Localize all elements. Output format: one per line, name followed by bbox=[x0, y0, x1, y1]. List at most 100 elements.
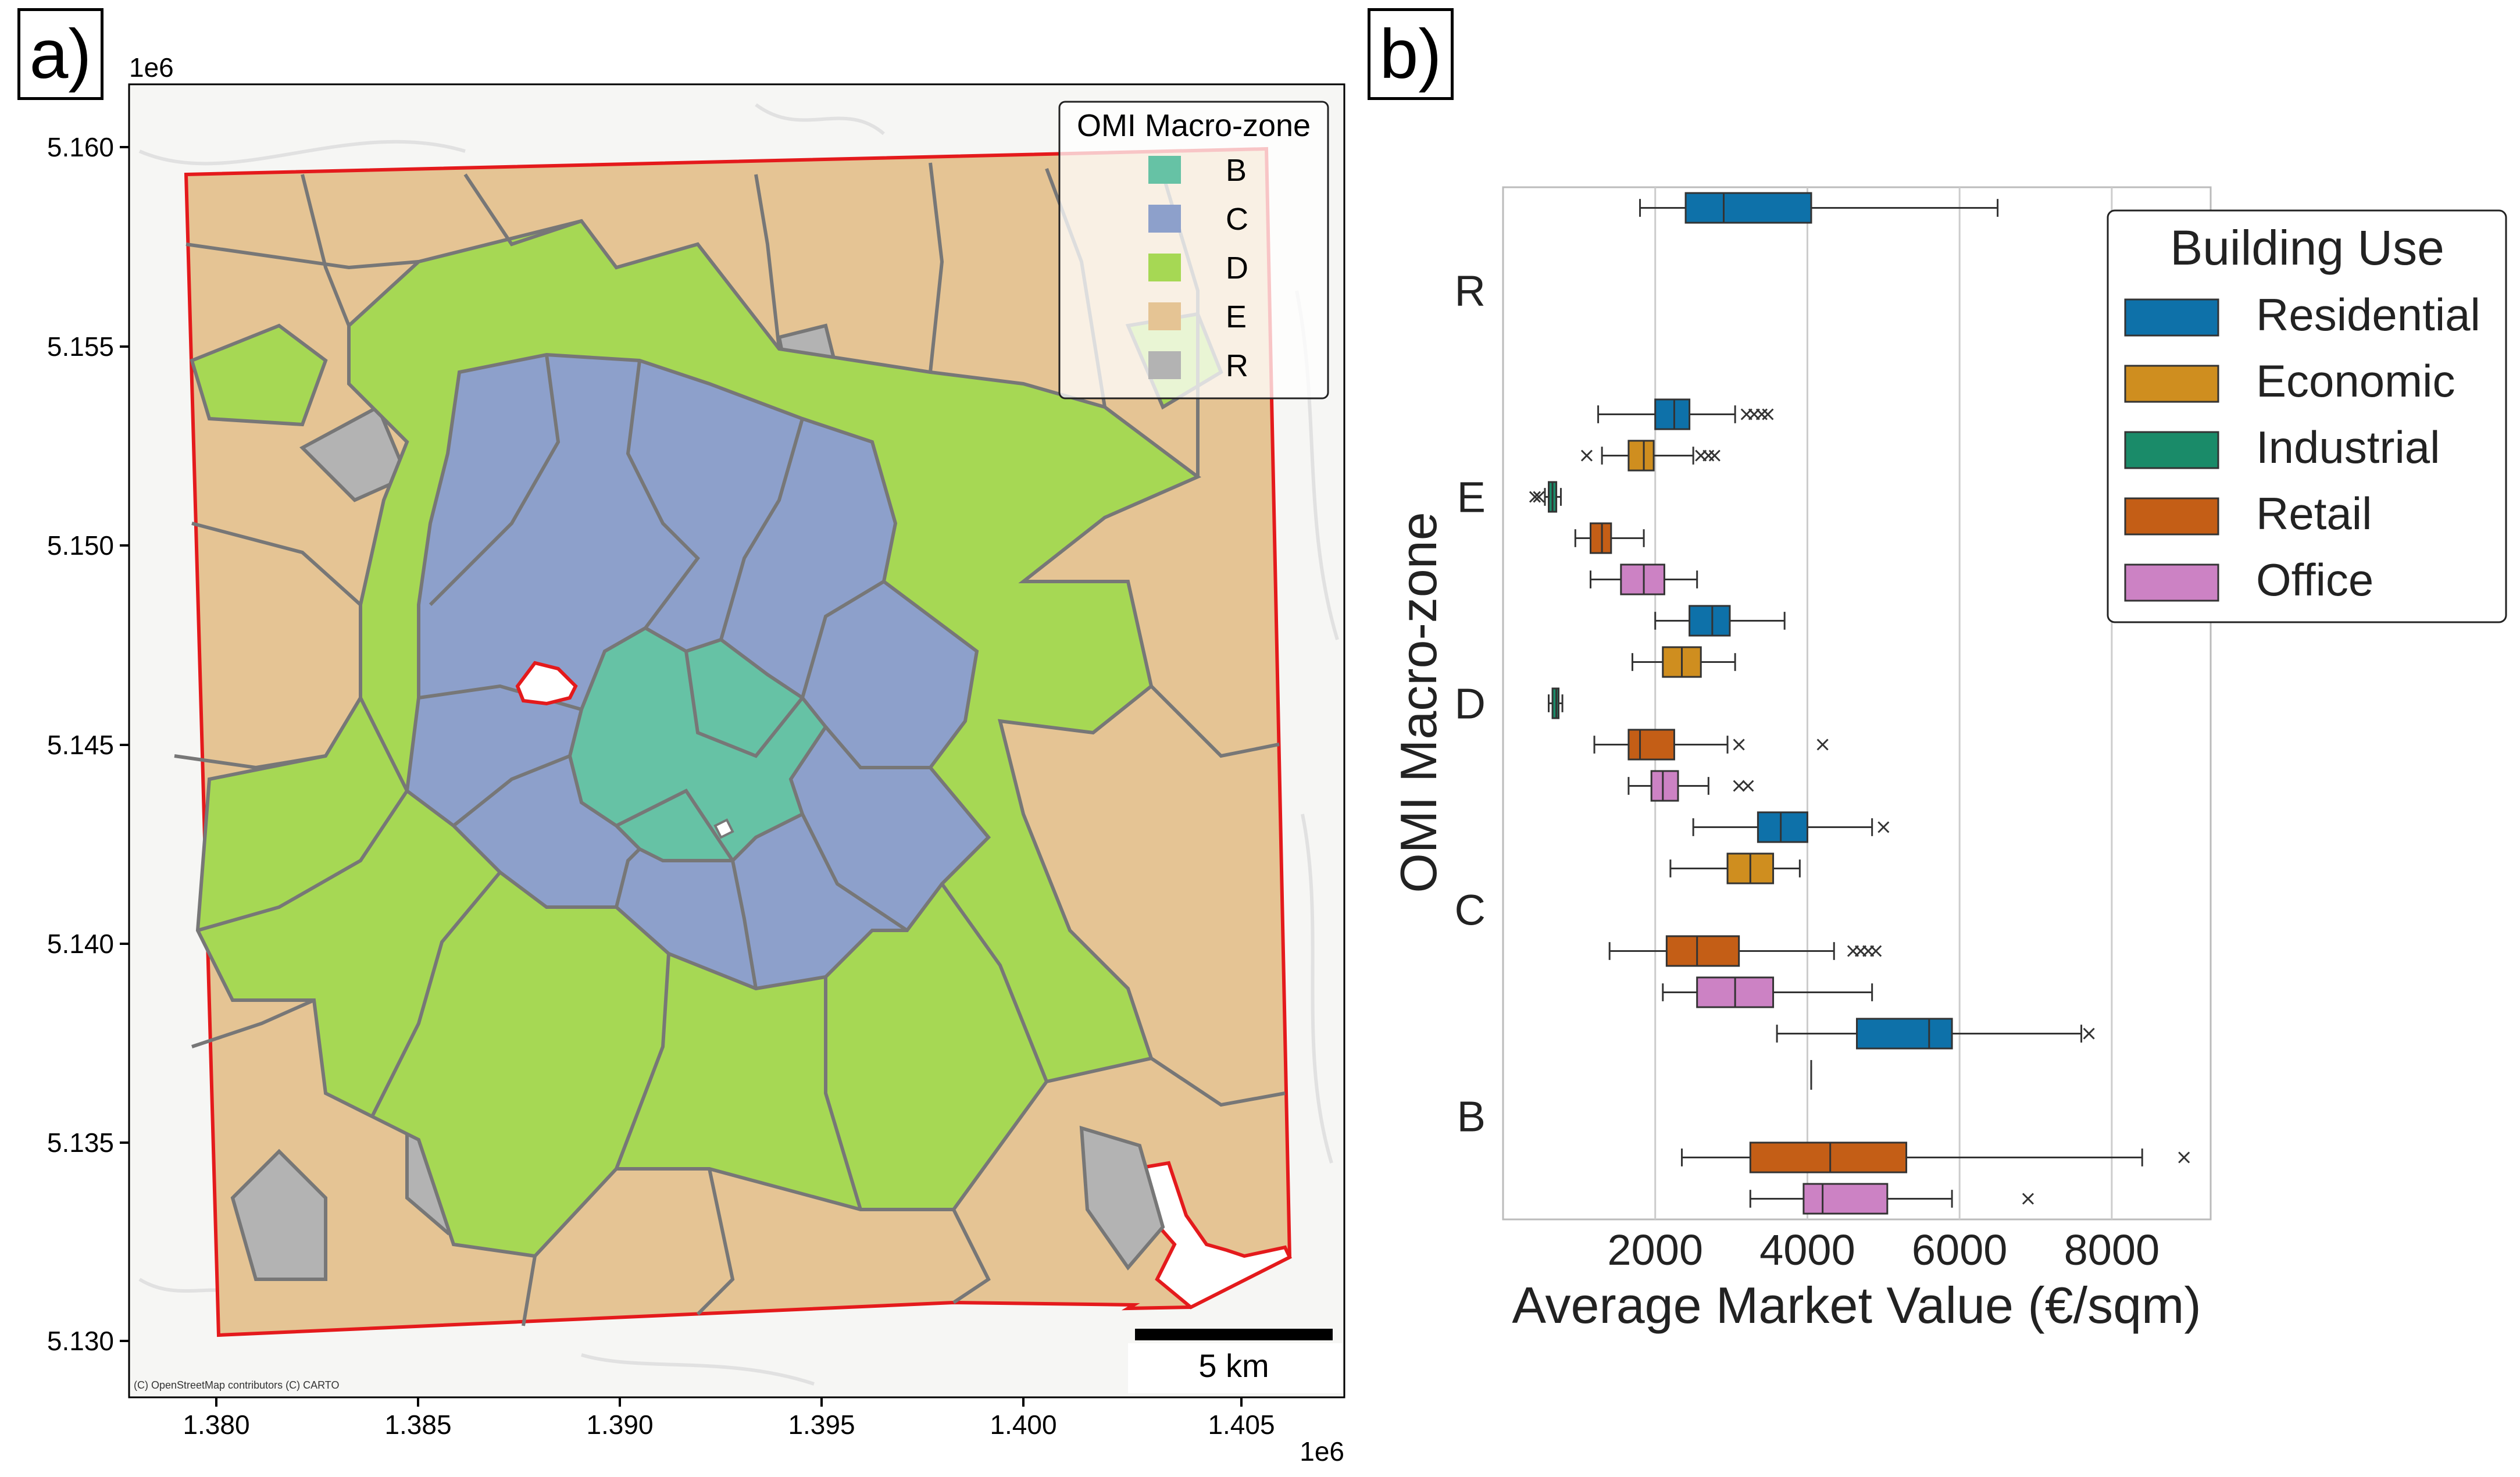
map-x-tick: 1.380 bbox=[183, 1410, 249, 1440]
legend-swatch-e bbox=[1148, 302, 1181, 330]
map-attribution: (C) OpenStreetMap contributors (C) CARTO bbox=[134, 1379, 339, 1391]
flier-marker bbox=[1702, 449, 1715, 462]
legend-swatch-b bbox=[1148, 156, 1181, 184]
box-iqr bbox=[1757, 811, 1808, 843]
flier-marker bbox=[1816, 738, 1829, 751]
chart-legend-title: Building Use bbox=[2170, 220, 2444, 275]
x-tick-label: 2000 bbox=[1607, 1226, 1703, 1274]
y-tick-label: E bbox=[1457, 473, 1486, 522]
box-c-economic bbox=[1669, 852, 1801, 884]
map-y-tick: 5.160 bbox=[47, 132, 114, 162]
box-iqr bbox=[1696, 976, 1775, 1008]
map-legend-label: R bbox=[1226, 348, 1248, 383]
box-d-economic bbox=[1631, 646, 1736, 678]
box-e-retail bbox=[1574, 522, 1645, 554]
box-iqr bbox=[1627, 440, 1655, 472]
map-y-tick: 5.130 bbox=[47, 1326, 114, 1356]
box-c-residential bbox=[1692, 811, 1890, 843]
flier-marker bbox=[1580, 449, 1593, 462]
box-c-office bbox=[1662, 976, 1873, 1008]
legend-swatch-r bbox=[1148, 351, 1181, 379]
flier-marker bbox=[1755, 408, 1768, 420]
box-iqr bbox=[1689, 605, 1731, 637]
box-iqr bbox=[1650, 770, 1679, 802]
zone-r-regions bbox=[230, 312, 1165, 1281]
panel-a-label: a) bbox=[17, 8, 103, 100]
flier-marker bbox=[1533, 491, 1545, 503]
box-b-office bbox=[1749, 1183, 2034, 1215]
legend-swatch bbox=[2124, 431, 2219, 469]
box-d-office bbox=[1627, 770, 1754, 802]
zone-d-patches bbox=[190, 312, 1223, 427]
map-x-tick: 1.405 bbox=[1208, 1410, 1275, 1440]
panel-b-label: b) bbox=[1368, 8, 1454, 100]
x-tick-label: 4000 bbox=[1759, 1226, 1855, 1274]
map-y-tick: 5.155 bbox=[47, 331, 114, 362]
flier-marker bbox=[1740, 408, 1752, 420]
box-iqr bbox=[1627, 729, 1675, 761]
plot-area bbox=[1502, 186, 2212, 1221]
box-d-retail bbox=[1593, 729, 1829, 761]
box-iqr bbox=[1662, 646, 1702, 678]
box-iqr bbox=[1654, 398, 1691, 430]
legend-swatch bbox=[2124, 298, 2219, 337]
flier-marker bbox=[1847, 945, 1859, 957]
legend-label: Economic bbox=[2256, 355, 2455, 406]
zone-c-region bbox=[405, 352, 991, 991]
flier-marker bbox=[1529, 491, 1541, 503]
flier-marker bbox=[1695, 449, 1707, 462]
zone-borders bbox=[174, 162, 1286, 1326]
box-iqr bbox=[1589, 522, 1612, 554]
x-tick-label: 6000 bbox=[1912, 1226, 2008, 1274]
box-c-retail bbox=[1608, 935, 1882, 967]
y-tick-label: C bbox=[1455, 886, 1486, 934]
box-iqr bbox=[1684, 192, 1812, 224]
flier-marker bbox=[1748, 408, 1760, 420]
box-e-office bbox=[1589, 563, 1698, 595]
enclave-hole-south bbox=[713, 818, 734, 839]
y-tick-label: D bbox=[1455, 680, 1486, 728]
box-b-retail bbox=[1681, 1141, 2190, 1173]
map-x-tick: 1.395 bbox=[788, 1410, 855, 1440]
box-iqr bbox=[1665, 935, 1740, 967]
flier-marker bbox=[1762, 408, 1774, 420]
flier-marker bbox=[1877, 821, 1890, 833]
box-iqr bbox=[1548, 481, 1558, 513]
map-x-offset: 1e6 bbox=[1300, 1436, 1344, 1467]
legend-label: Retail bbox=[2256, 488, 2372, 539]
y-axis-label: OMI Macro-zone bbox=[1390, 512, 1447, 893]
map-legend-label: B bbox=[1226, 153, 1247, 188]
box-r-residential bbox=[1639, 192, 1999, 224]
flier-marker bbox=[1870, 945, 1882, 957]
chart-legend: Building Use Residential Economic Industri… bbox=[2107, 209, 2507, 623]
box-e-economic bbox=[1580, 440, 1721, 472]
box-e-industrial bbox=[1529, 481, 1562, 513]
map-y-axis bbox=[120, 146, 129, 1342]
map-frame bbox=[128, 83, 1345, 1398]
box-iqr bbox=[1726, 852, 1775, 884]
flier-marker bbox=[1862, 945, 1875, 957]
y-tick-label: B bbox=[1457, 1093, 1486, 1141]
legend-label: Office bbox=[2256, 554, 2373, 605]
box-b-residential bbox=[1776, 1018, 2095, 1050]
legend-label: Industrial bbox=[2256, 422, 2440, 473]
flier-marker bbox=[1733, 738, 1745, 751]
legend-swatch-c bbox=[1148, 205, 1181, 233]
legend-swatch bbox=[2124, 563, 2219, 602]
basemap-roads bbox=[138, 103, 1339, 1386]
flier-marker bbox=[1742, 780, 1754, 792]
map-legend-label: C bbox=[1226, 202, 1248, 237]
y-tick-label: R bbox=[1455, 267, 1486, 315]
map-y-tick: 5.135 bbox=[47, 1128, 114, 1158]
legend-swatch bbox=[2124, 365, 2219, 403]
map-y-offset: 1e6 bbox=[129, 52, 174, 83]
enclave-hole-west bbox=[515, 661, 578, 706]
zone-d-region bbox=[195, 219, 1201, 1258]
legend-swatch-d bbox=[1148, 254, 1181, 281]
map-x-tick: 1.400 bbox=[990, 1410, 1056, 1440]
flier-marker bbox=[2083, 1028, 2095, 1040]
map-legend-label: D bbox=[1226, 251, 1248, 286]
boundary-spur bbox=[1126, 1161, 1292, 1310]
map-x-axis bbox=[215, 1397, 1243, 1407]
